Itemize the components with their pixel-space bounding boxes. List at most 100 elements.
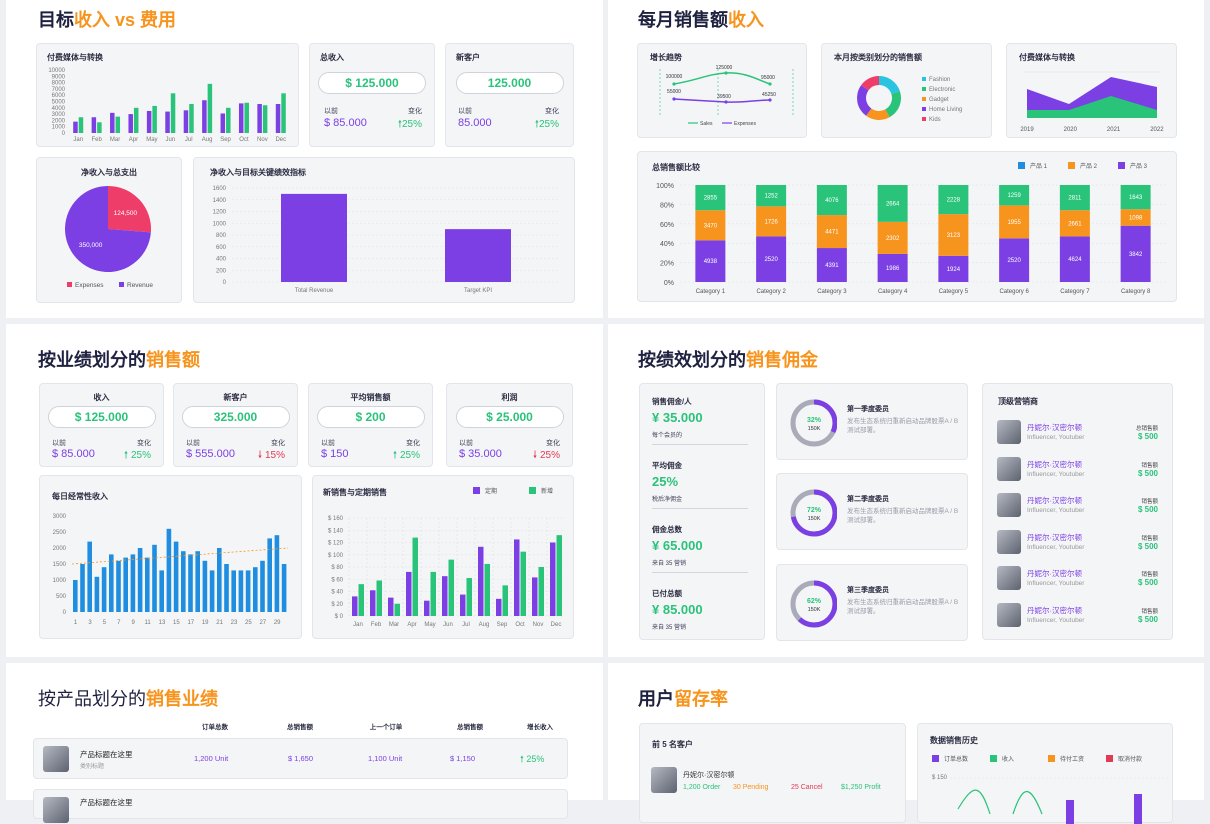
x-tick-label: Apr xyxy=(407,622,416,628)
stack-segment xyxy=(938,185,969,215)
arrow-up-icon: 🠕 xyxy=(392,450,400,461)
bar-green xyxy=(97,122,102,133)
x-tick-label: May xyxy=(146,137,157,143)
y-tick-label: 1400 xyxy=(213,198,227,204)
customer-name: 丹妮尔·汉密尔顿 xyxy=(683,772,735,779)
stack-segment xyxy=(756,206,787,237)
kpi-value: 325.000 xyxy=(181,406,290,428)
marketer-name: 丹妮尔·汉密尔顿 xyxy=(1027,532,1082,542)
stack-segment xyxy=(695,240,726,282)
segment-label: 3470 xyxy=(704,223,718,229)
bar-recurring xyxy=(370,590,376,616)
sales-label: 销售额 xyxy=(1141,608,1158,615)
slide-sales-by-product: 按产品划分的销售业绩 订单总数 总销售额 上一个订单 总销售额 增长收入 产品标题在这里… xyxy=(6,663,603,823)
product-row[interactable]: 产品标题在这里 xyxy=(33,789,568,823)
x-tick-label: 2022 xyxy=(1150,127,1164,133)
bar-recurring xyxy=(388,597,394,616)
card-title: 平均销售额 xyxy=(350,393,391,402)
x-tick-label: Aug xyxy=(479,622,490,628)
x-tick-label: 2020 xyxy=(1064,127,1078,133)
y-tick-label: 3000 xyxy=(52,112,66,118)
sales-value: $ 500 xyxy=(1137,505,1158,514)
change-value: 🠕25% xyxy=(534,119,559,130)
marketer-role: Influencer, Youtuber xyxy=(1027,580,1085,587)
daily-bar xyxy=(123,557,128,612)
x-tick-label: Sep xyxy=(497,622,508,628)
y-tick-label: 9000 xyxy=(52,74,66,80)
history-bar xyxy=(1134,794,1142,824)
stat-value: 25% xyxy=(652,474,679,489)
sales-value: $ 1,650 xyxy=(288,754,314,763)
y-tick-label: 1000 xyxy=(213,221,227,227)
y-tick-label: 200 xyxy=(216,268,227,274)
product-name: 产品标题在这里 xyxy=(80,750,133,759)
slide-commission: 按绩效划分的销售佣金 销售佣金/人 ¥ 35.000 每个会员的 平均佣金 25% 税后净… xyxy=(608,324,1204,657)
change-value: 🠕25% xyxy=(397,119,422,130)
stack-segment xyxy=(999,205,1030,239)
slide-title: 目标收入 vs 费用 xyxy=(38,10,177,30)
x-tick-label: Category 2 xyxy=(756,289,786,295)
segment-label: 4938 xyxy=(704,259,718,265)
daily-bar xyxy=(195,551,200,612)
bar-green xyxy=(78,117,84,133)
bar-purple xyxy=(238,103,244,133)
sales-point xyxy=(768,82,772,86)
bar-new xyxy=(358,584,364,616)
change-percent: 25% xyxy=(539,450,560,461)
daily-bar xyxy=(166,528,172,612)
stat-label: 销售佣金/人 xyxy=(652,397,692,406)
new-vs-recurring-bar-chart: 定期 新增 $ 160 $ 140 $ 120 $ 100 $ 80 $ 60 $ 40 $ 20… xyxy=(328,487,565,628)
legend-label: 订单总数 xyxy=(944,755,968,763)
legend-label: 产品 1 xyxy=(1030,162,1048,170)
legend-swatch xyxy=(922,87,926,91)
daily-bar xyxy=(137,548,143,612)
legend-swatch xyxy=(1106,755,1113,762)
donut-slice xyxy=(879,76,900,94)
growth-value: 🠕 25% xyxy=(520,754,545,764)
card-title: 总收入 xyxy=(320,53,344,62)
stack-segment xyxy=(999,185,1030,206)
paid-media-area-chart: 2019 2020 2021 2022 xyxy=(1020,71,1164,133)
marketer-avatar xyxy=(997,602,1021,627)
y-tick-label: $ 40 xyxy=(331,590,343,596)
x-tick-label: 3 xyxy=(88,620,92,626)
product-row[interactable]: 产品标题在这里 类别标题 1,200 Unit $ 1,650 1,100 Un… xyxy=(33,738,568,779)
marketer-role: Influencer, Youtuber xyxy=(1027,434,1085,441)
slice-label: 124,500 xyxy=(114,210,138,217)
sales-value: $ 500 xyxy=(1137,578,1158,587)
x-tick-label: Category 6 xyxy=(999,289,1029,295)
change-label: 变化 xyxy=(137,440,151,447)
x-tick-label: Nov xyxy=(257,137,268,143)
change-value: 🠗 15% xyxy=(258,448,285,465)
bar-green xyxy=(281,93,286,133)
sales-label: 销售额 xyxy=(1141,572,1158,578)
card-title: 新客户 xyxy=(223,393,248,402)
change-label: 变化 xyxy=(408,108,422,115)
card-title: 顶级营销商 xyxy=(998,397,1038,406)
x-tick-label: Category 3 xyxy=(817,289,847,295)
marketer-role: Influencer, Youtuber xyxy=(1027,616,1085,624)
series-line xyxy=(957,789,1043,815)
legend-swatch xyxy=(922,107,926,111)
y-tick-label: 0% xyxy=(664,280,674,287)
bar-new xyxy=(484,563,490,616)
daily-bar xyxy=(224,564,229,612)
segment-label: 2664 xyxy=(886,201,900,207)
expenses-data-label: 39500 xyxy=(717,94,731,100)
stat-sub: 每个会员的 xyxy=(652,433,683,439)
bar-recurring xyxy=(514,539,520,616)
donut-slice xyxy=(857,85,872,116)
card-title: 净收入与总支出 xyxy=(81,168,137,177)
daily-bar xyxy=(181,551,186,612)
segment-label: 2228 xyxy=(947,198,961,204)
bar-green xyxy=(152,105,157,133)
x-tick-label: 29 xyxy=(274,620,281,626)
bar-green xyxy=(244,102,249,133)
prev-label: 以前 xyxy=(321,440,335,447)
segment-label: 2811 xyxy=(1068,196,1082,202)
bar-green xyxy=(189,104,194,133)
sales-value: $ 500 xyxy=(1137,432,1158,441)
slide-title: 按产品划分的销售业绩 xyxy=(38,689,218,709)
x-tick-label: Target KPI xyxy=(464,288,492,294)
